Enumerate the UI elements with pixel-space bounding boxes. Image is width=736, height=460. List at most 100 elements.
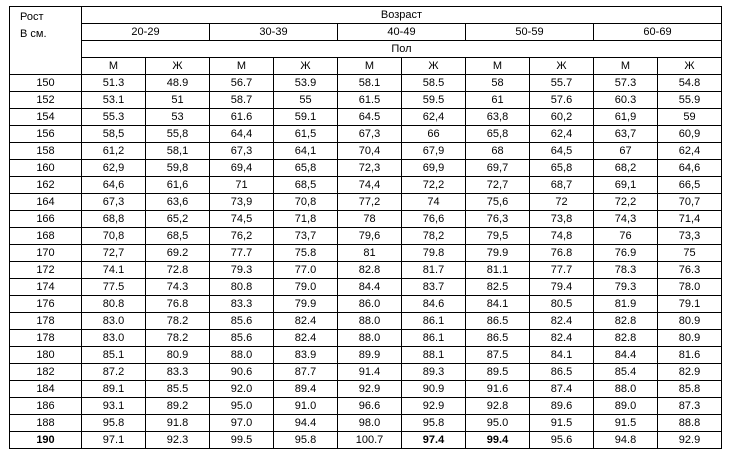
height-cell: 156 [9, 125, 82, 143]
weight-cell: 79.3 [593, 278, 658, 296]
weight-cell: 71,8 [273, 210, 338, 228]
age-group: 30-39 [209, 23, 338, 41]
height-cell: 178 [9, 312, 82, 330]
weight-cell: 76,3 [465, 210, 530, 228]
weight-cell: 58.5 [401, 74, 466, 92]
weight-cell: 71 [209, 176, 274, 194]
weight-cell: 64.5 [337, 108, 402, 126]
weight-cell: 55.7 [529, 74, 594, 92]
weight-cell: 68,7 [529, 176, 594, 194]
sex-label: Ж [145, 57, 210, 75]
weight-cell: 74,3 [593, 210, 658, 228]
weight-cell: 87.7 [273, 363, 338, 381]
weight-cell: 66 [401, 125, 466, 143]
weight-cell: 60.3 [593, 91, 658, 109]
weight-cell: 72,3 [337, 159, 402, 177]
data-row: 172 74.1 72.8 79.3 77.0 82.8 81.7 81.1 77.7 78.3 7… [9, 261, 722, 279]
height-cell: 168 [9, 227, 82, 245]
weight-cell: 84.4 [337, 278, 402, 296]
weight-cell: 75.8 [273, 244, 338, 262]
weight-cell: 79.9 [273, 295, 338, 313]
weight-cell: 98.0 [337, 414, 402, 432]
weight-cell: 51.3 [81, 74, 146, 92]
weight-cell: 74.3 [145, 278, 210, 296]
weight-cell: 74.1 [81, 261, 146, 279]
weight-cell: 85.6 [209, 329, 274, 347]
weight-cell: 86.5 [465, 329, 530, 347]
weight-cell: 90.6 [209, 363, 274, 381]
corner-line: Рост [20, 11, 44, 23]
data-row: 158 61,2 58,1 67,3 64,1 70,4 67,9 68 64,5 67 62,4 [9, 142, 722, 160]
height-cell: 152 [9, 91, 82, 109]
weight-cell: 64,4 [209, 125, 274, 143]
weight-cell: 92.9 [657, 431, 722, 449]
weight-cell: 53.9 [273, 74, 338, 92]
weight-cell: 67,3 [209, 142, 274, 160]
weight-cell: 91.6 [465, 380, 530, 398]
weight-cell: 72,2 [593, 193, 658, 211]
weight-cell: 86.1 [401, 312, 466, 330]
height-cell: 184 [9, 380, 82, 398]
height-cell: 182 [9, 363, 82, 381]
weight-cell: 80.9 [657, 312, 722, 330]
weight-cell: 78 [337, 210, 402, 228]
weight-cell: 72,7 [465, 176, 530, 194]
height-cell: 166 [9, 210, 82, 228]
data-row: 190 97.1 92.3 99.5 95.8 100.7 97.4 99.4 95.6 94.8… [9, 431, 722, 449]
header-row: Пол [10, 40, 722, 58]
weight-cell: 59,8 [145, 159, 210, 177]
weight-cell: 67,9 [401, 142, 466, 160]
weight-cell: 76,2 [209, 227, 274, 245]
weight-cell: 69,4 [209, 159, 274, 177]
weight-cell: 82.8 [593, 312, 658, 330]
weight-cell: 64,1 [273, 142, 338, 160]
data-row: 154 55.3 53 61.6 59.1 64.5 62,4 63,8 60,2 61,9 59 [9, 108, 722, 126]
weight-cell: 82.8 [337, 261, 402, 279]
data-row: 156 58,5 55,8 64,4 61,5 67,3 66 65,8 62,4 63,7 60,… [9, 125, 722, 143]
weight-cell: 92.0 [209, 380, 274, 398]
sex-label: М [209, 57, 274, 75]
weight-cell: 63,7 [593, 125, 658, 143]
weight-cell: 79.4 [529, 278, 594, 296]
weight-cell: 87.4 [529, 380, 594, 398]
height-cell: 176 [9, 295, 82, 313]
weight-cell: 59.1 [273, 108, 338, 126]
weight-cell: 70,7 [657, 193, 722, 211]
sex-title: Пол [81, 40, 722, 58]
weight-cell: 82.4 [529, 312, 594, 330]
weight-cell: 82.9 [657, 363, 722, 381]
weight-cell: 68,5 [273, 176, 338, 194]
weight-cell: 60,2 [529, 108, 594, 126]
weight-cell: 72 [529, 193, 594, 211]
data-row: 182 87.2 83.3 90.6 87.7 91.4 89.3 89.5 86.5 85.4 8… [9, 363, 722, 381]
weight-cell: 76.8 [145, 295, 210, 313]
height-cell: 164 [9, 193, 82, 211]
height-cell: 190 [9, 431, 82, 449]
weight-cell: 86.5 [529, 363, 594, 381]
weight-cell: 65,2 [145, 210, 210, 228]
weight-cell: 81.7 [401, 261, 466, 279]
weight-cell: 77.5 [81, 278, 146, 296]
weight-cell: 69,1 [593, 176, 658, 194]
weight-cell: 86.5 [465, 312, 530, 330]
weight-cell: 65,8 [273, 159, 338, 177]
weight-cell: 61,5 [273, 125, 338, 143]
weight-cell: 53 [145, 108, 210, 126]
weight-cell: 73,3 [657, 227, 722, 245]
corner-line: В см. [20, 28, 47, 40]
weight-cell: 97.1 [81, 431, 146, 449]
weight-cell: 89.0 [593, 397, 658, 415]
sex-label: Ж [401, 57, 466, 75]
weight-cell: 51 [145, 91, 210, 109]
weight-cell: 68 [465, 142, 530, 160]
weight-cell: 78.0 [657, 278, 722, 296]
height-cell: 174 [9, 278, 82, 296]
weight-cell: 79.8 [401, 244, 466, 262]
weight-cell: 79,5 [465, 227, 530, 245]
weight-cell: 78.2 [145, 329, 210, 347]
weight-cell: 72,7 [81, 244, 146, 262]
height-cell: 186 [9, 397, 82, 415]
weight-cell: 74 [401, 193, 466, 211]
weight-cell: 78.3 [593, 261, 658, 279]
